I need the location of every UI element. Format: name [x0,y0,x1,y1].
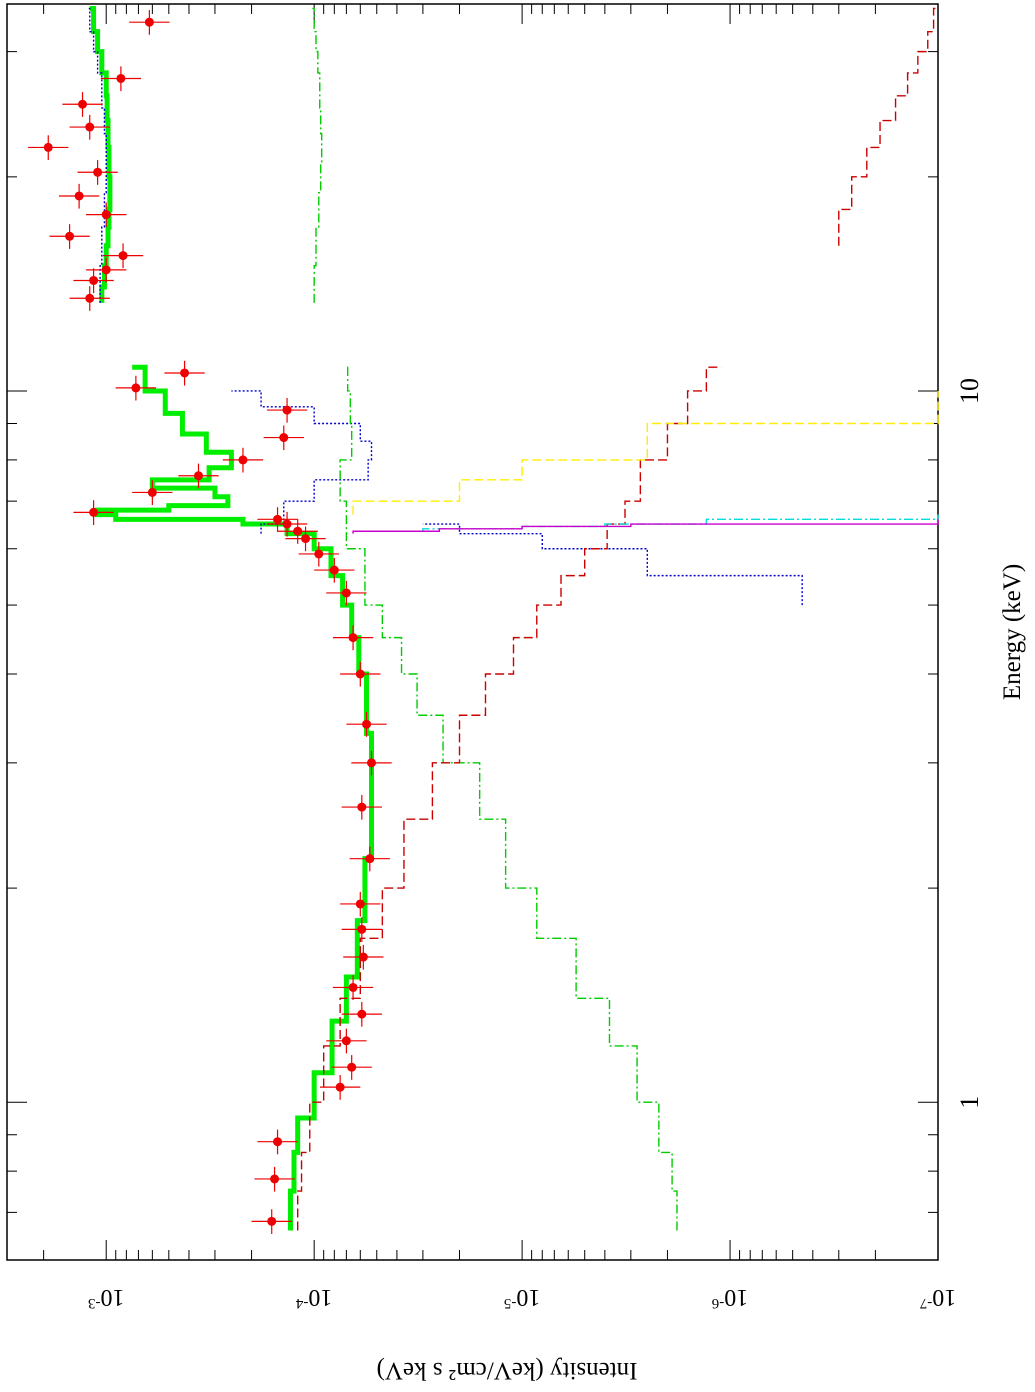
y-tick-label: 10-5 [504,1284,541,1311]
data-point [43,142,53,152]
data-points [28,10,392,1234]
data-point [329,565,339,575]
data-point [131,383,141,393]
data-point [366,758,376,768]
data-point [89,275,99,285]
data-point [118,251,128,261]
y-tick-label: 10-7 [919,1284,956,1311]
x-axis-label: Energy (keV) [999,564,1026,700]
y-tick-exponent: -3 [88,1295,101,1311]
series-line-11 [352,519,939,534]
series-line-5 [339,366,678,1231]
data-point [270,1174,280,1184]
y-tick-label: 10-3 [88,1284,125,1311]
data-point [74,191,84,201]
y-tick-exponent: -5 [504,1295,517,1311]
data-point [355,899,365,909]
y-tick-exponent: -7 [919,1295,932,1311]
data-point [101,265,111,275]
data-point [65,231,75,241]
data-point [365,854,375,864]
y-tick-exponent: -6 [711,1295,724,1311]
data-point [341,1036,351,1046]
data-point [362,719,372,729]
data-point [293,526,303,536]
data-point [116,73,126,83]
data-point [348,982,358,992]
data-point [348,633,358,643]
data-point [335,1082,345,1092]
x-tick-label: 10 [955,378,984,404]
y-axis-label: Intensity (keV/cm² s keV) [377,1357,638,1384]
y-tick-label: 10-4 [295,1284,332,1311]
model-series [88,5,939,1231]
series-line-3 [88,7,107,303]
series-line-2 [231,390,373,534]
series-line-8 [838,7,938,246]
data-point [85,293,95,303]
data-point [301,534,311,544]
y-tick-exponent: -4 [295,1295,308,1311]
data-point [93,167,103,177]
data-point [341,588,351,598]
data-point [273,1137,283,1147]
data-point [267,1216,277,1226]
data-point [238,455,248,465]
data-point [180,368,190,378]
data-point [193,471,203,481]
axis-ticks [6,4,939,1261]
data-point [347,1062,357,1072]
data-point [85,122,95,132]
data-point [89,507,99,517]
data-point [357,1009,367,1019]
data-point [273,514,283,524]
data-point [355,669,365,679]
data-point [78,99,88,109]
data-point [279,433,289,443]
series-line-0 [95,364,374,1231]
y-tick-label: 10-6 [711,1284,748,1311]
series-line-6 [312,7,323,303]
data-point [357,802,367,812]
plot-frame [6,3,939,1261]
data-point [147,487,157,497]
data-point [358,952,368,962]
data-point [282,405,292,415]
series-line-4 [422,523,803,606]
data-point [144,17,154,27]
data-point [314,549,324,559]
data-point [357,924,367,934]
data-point [101,210,111,220]
series-line-9 [352,390,939,515]
x-tick-label: 1 [955,1096,984,1109]
data-point [282,519,292,529]
